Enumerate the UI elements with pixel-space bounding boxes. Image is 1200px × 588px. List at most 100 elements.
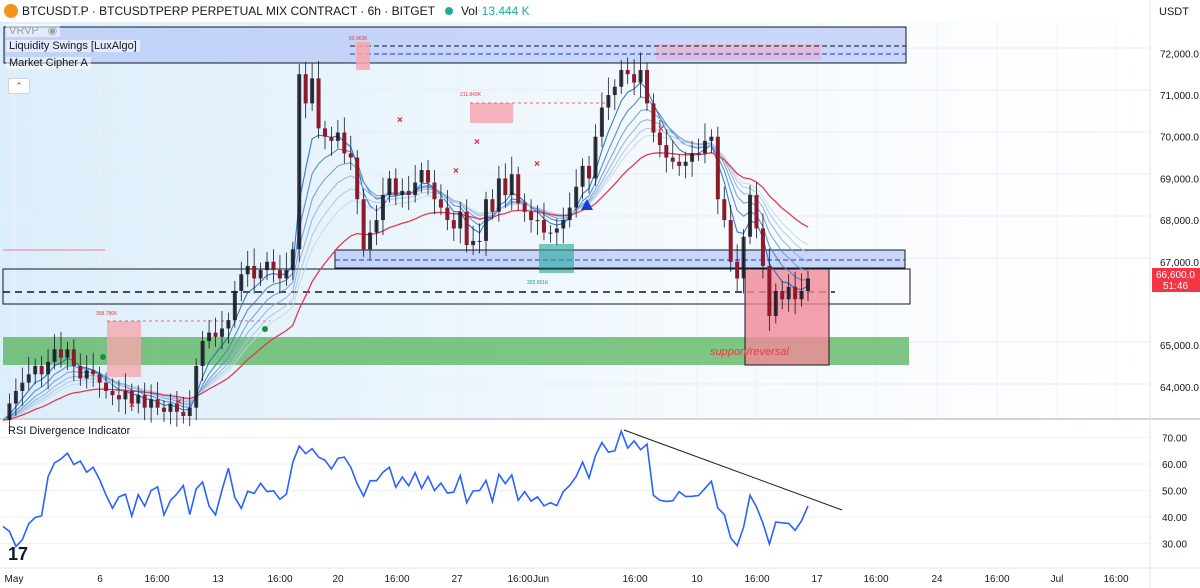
candle-body xyxy=(361,199,366,250)
candle-body xyxy=(426,170,431,183)
sell-signal-x-icon: × xyxy=(397,115,403,126)
candle-body xyxy=(522,203,527,212)
candle-body xyxy=(587,165,592,179)
candle-body xyxy=(651,103,656,133)
rsi-grid xyxy=(0,437,1150,544)
chevron-up-icon: ⌃ xyxy=(15,81,23,91)
candle-body xyxy=(561,220,566,229)
time-tick-label: 16:00 xyxy=(267,574,292,585)
candle-body xyxy=(599,107,604,137)
candle-body xyxy=(806,278,810,291)
candle-body xyxy=(464,211,469,246)
candle-body xyxy=(252,265,257,279)
collapse-legend-button[interactable]: ⌃ xyxy=(8,78,30,94)
candle-body xyxy=(541,220,546,233)
candle-body xyxy=(535,220,540,222)
candle-body xyxy=(290,249,295,271)
candle-body xyxy=(7,403,12,421)
signal-markers: × × × × × × × xyxy=(100,115,664,411)
time-tick-label: 16:00 xyxy=(863,574,888,585)
candle-body xyxy=(277,270,282,279)
support-reversal-text: support/reversal xyxy=(710,346,789,358)
rsi-tick-label: 40.00 xyxy=(1162,513,1187,524)
volume-label: Vol xyxy=(460,4,478,18)
symbol-header[interactable]: BTCUSDT.P · BTCUSDTPERP PERPETUAL MIX CO… xyxy=(0,0,1150,22)
candle-body xyxy=(548,232,553,234)
time-tick-label: 16:00 xyxy=(622,574,647,585)
rsi-panel-title[interactable]: RSI Divergence Indicator xyxy=(8,425,131,437)
candle-body xyxy=(709,136,714,141)
candle-body xyxy=(26,374,31,383)
rsi-pane[interactable] xyxy=(0,420,1150,568)
candle-body xyxy=(52,349,57,362)
rsi-line xyxy=(2,428,809,548)
candle-body xyxy=(529,211,534,221)
time-tick-label: 16:00 xyxy=(507,574,532,585)
candle-body xyxy=(484,199,488,241)
candle-body xyxy=(303,74,308,104)
sell-signal-x-icon: × xyxy=(474,137,480,148)
time-axis[interactable]: May 6 16:00 13 16:00 20 16:00 27 16:00 Jun 16:00 10… xyxy=(5,574,1129,585)
time-tick-label: 16:00 xyxy=(984,574,1009,585)
price-tick-label: 70,000.0 xyxy=(1160,133,1199,144)
candle-body xyxy=(194,365,199,408)
rsi-tick-label: 50.00 xyxy=(1162,487,1187,498)
range-box xyxy=(2,268,911,305)
legend-vrvp-label: VRVP xyxy=(9,25,39,37)
candle-body xyxy=(664,145,669,158)
rsi-axis[interactable]: 70.00 60.00 50.00 40.00 30.00 xyxy=(1162,434,1187,551)
candle-body xyxy=(432,182,437,200)
current-price-value: 66,600.0 xyxy=(1156,270,1195,281)
box-label-2: 211.843K xyxy=(460,92,482,98)
candle-body xyxy=(245,265,250,275)
candle-body xyxy=(471,240,476,246)
candle-body xyxy=(696,153,701,155)
legend-vrvp[interactable]: VRVP ◉ xyxy=(6,24,61,37)
candle-body xyxy=(335,132,340,141)
candle-body xyxy=(451,220,456,229)
candle-body xyxy=(46,361,51,375)
candle-body xyxy=(226,320,231,329)
candle-body xyxy=(715,136,720,200)
buy-signal-triangle-icon xyxy=(581,199,593,210)
candle-body xyxy=(393,178,398,196)
time-tick-label: May xyxy=(5,574,24,585)
price-tick-label: 72,000.0 xyxy=(1160,49,1199,60)
candle-body xyxy=(632,74,637,83)
candle-body xyxy=(380,195,385,221)
currency-selector[interactable]: USDT xyxy=(1159,6,1189,18)
candle-body xyxy=(284,270,289,279)
legend-market-cipher[interactable]: Market Cipher A xyxy=(6,57,91,69)
price-axis[interactable]: 72,000.0 71,000.0 70,000.0 69,000.0 68,000.0… xyxy=(1160,49,1199,393)
candle-body xyxy=(754,195,759,229)
candle-body xyxy=(780,290,785,300)
tradingview-logo[interactable]: 17 xyxy=(8,544,29,564)
symbol-title[interactable]: BTCUSDT.P · BTCUSDTPERP PERPETUAL MIX CO… xyxy=(22,4,435,18)
green-dot-icon xyxy=(100,354,106,360)
time-tick-label: 16:00 xyxy=(1103,574,1128,585)
candle-body xyxy=(104,382,109,391)
legend-liquidity-swings[interactable]: Liquidity Swings [LuxAlgo] xyxy=(6,40,140,52)
price-tick-label: 71,000.0 xyxy=(1160,91,1199,102)
candle-body xyxy=(638,70,643,83)
candle-body xyxy=(310,78,315,104)
time-tick-label: 16:00 xyxy=(144,574,169,585)
liquidity-zone-mid xyxy=(334,249,906,269)
candle-body xyxy=(509,174,514,196)
candle-body xyxy=(213,332,218,337)
candle-body xyxy=(84,370,89,379)
candle-body xyxy=(136,395,141,404)
price-tick-label: 67,000.0 xyxy=(1160,258,1199,269)
ema-line-20 xyxy=(2,134,809,421)
candle-body xyxy=(181,411,186,416)
candle-body xyxy=(142,395,147,408)
candle-body xyxy=(722,199,727,221)
candle-body xyxy=(149,399,154,408)
candle-body xyxy=(657,132,662,146)
countdown-value: 51:46 xyxy=(1163,281,1188,292)
eye-off-icon[interactable]: ◉ xyxy=(47,25,58,37)
sell-signal-x-icon: × xyxy=(534,159,540,170)
candle-body xyxy=(748,195,753,237)
candle-body xyxy=(799,290,804,300)
